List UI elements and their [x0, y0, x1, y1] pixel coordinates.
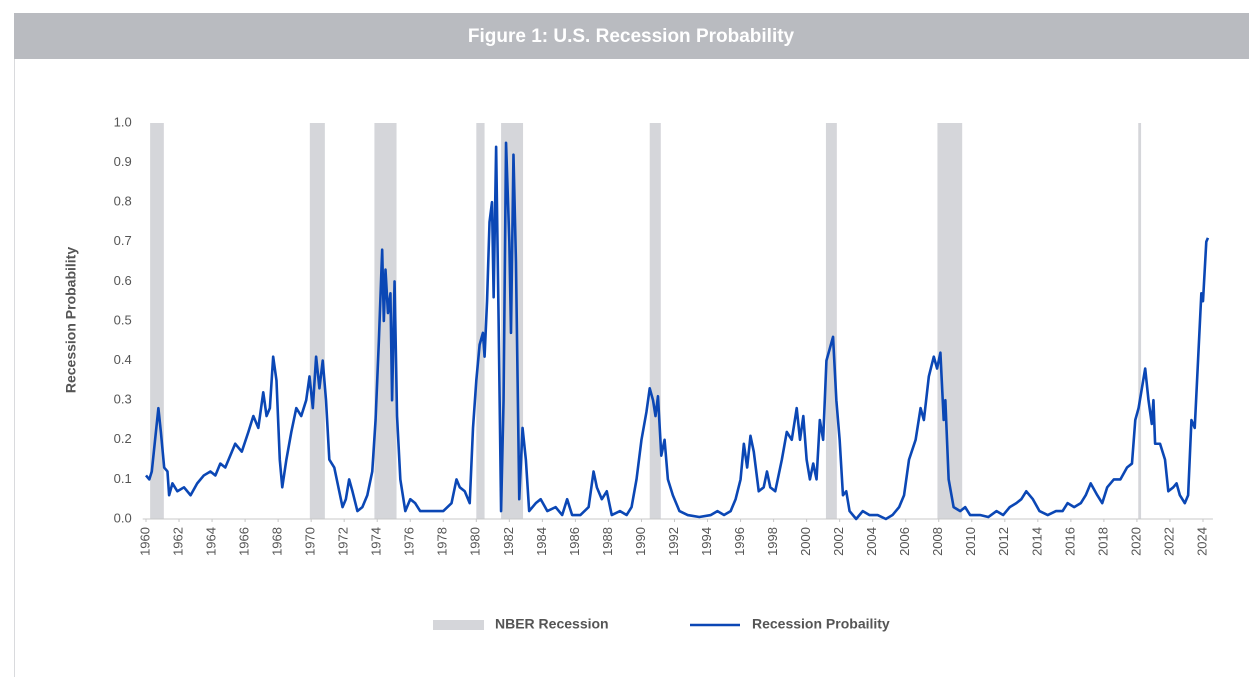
y-tick-label: 0.4	[114, 352, 132, 367]
x-tick-label: 1990	[633, 527, 648, 556]
x-tick-label: 1966	[237, 527, 252, 556]
x-tick-label: 2010	[963, 527, 978, 556]
y-axis-label: Recession Probability	[63, 247, 79, 393]
x-tick-label: 1998	[765, 527, 780, 556]
legend-label: Recession Probaility	[752, 616, 890, 632]
y-tick-label: 0.0	[114, 510, 132, 525]
x-tick-label: 2012	[996, 527, 1011, 556]
x-tick-label: 1980	[468, 527, 483, 556]
x-tick-label: 1986	[567, 527, 582, 556]
x-tick-label: 2002	[831, 527, 846, 556]
y-tick-label: 1.0	[114, 114, 132, 129]
x-tick-label: 1978	[435, 527, 450, 556]
title-bar	[14, 13, 1249, 59]
x-tick-label: 2000	[798, 527, 813, 556]
recession-band	[476, 123, 485, 519]
y-tick-label: 0.8	[114, 194, 132, 209]
x-tick-label: 2018	[1095, 527, 1110, 556]
x-tick-label: 1982	[501, 527, 516, 556]
recession-band	[937, 123, 963, 519]
y-tick-label: 0.2	[114, 431, 132, 446]
x-tick-label: 1962	[170, 527, 185, 556]
x-tick-label: 1972	[336, 527, 351, 556]
x-tick-label: 1964	[204, 527, 219, 556]
x-tick-label: 2020	[1128, 527, 1143, 556]
recession-band	[374, 123, 397, 519]
y-tick-label: 0.3	[114, 392, 132, 407]
x-tick-label: 1992	[666, 527, 681, 556]
x-tick-label: 1988	[600, 527, 615, 556]
x-tick-label: 1974	[369, 527, 384, 556]
x-tick-label: 1968	[270, 527, 285, 556]
x-tick-label: 2008	[930, 527, 945, 556]
y-tick-label: 0.6	[114, 273, 132, 288]
x-tick-label: 2014	[1029, 527, 1044, 556]
x-tick-label: 2016	[1062, 527, 1077, 556]
recession-band	[825, 123, 837, 519]
recession-band	[649, 123, 661, 519]
recession-band	[1138, 123, 1142, 519]
x-tick-label: 1970	[303, 527, 318, 556]
chart-title: Figure 1: U.S. Recession Probability	[468, 26, 795, 47]
x-tick-label: 2024	[1194, 527, 1209, 556]
x-tick-label: 1984	[534, 527, 549, 556]
y-tick-label: 0.9	[114, 154, 132, 169]
x-tick-label: 2022	[1161, 527, 1176, 556]
x-tick-label: 2004	[864, 527, 879, 556]
x-tick-label: 1960	[137, 527, 152, 556]
recession-band	[309, 123, 325, 519]
legend-label: NBER Recession	[495, 616, 609, 632]
y-tick-label: 0.7	[114, 233, 132, 248]
line-series	[145, 141, 1210, 521]
x-tick-label: 2006	[897, 527, 912, 556]
x-tick-label: 1996	[732, 527, 747, 556]
y-tick-label: 0.5	[114, 312, 132, 327]
x-tick-label: 1994	[699, 527, 714, 556]
y-tick-label: 0.1	[114, 471, 132, 486]
x-tick-label: 1976	[402, 527, 417, 556]
legend-swatch	[433, 620, 484, 630]
